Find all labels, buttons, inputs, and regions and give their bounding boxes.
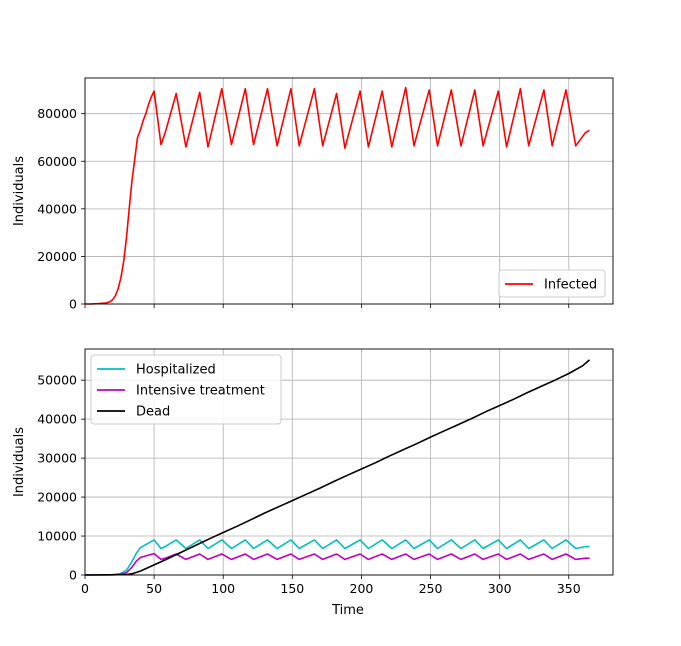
y-axis-label: Individuals — [12, 427, 27, 497]
chart-panel-2: 0 10000 20000 30000 40000 50000 0 50 100 150 200 25… — [12, 348, 614, 618]
x-tick-label: 200 — [350, 581, 374, 596]
x-tick-label: 300 — [488, 581, 512, 596]
x-tick-label: 50 — [146, 581, 162, 596]
legend: Infected — [498, 269, 606, 298]
x-tick-label: 0 — [81, 581, 89, 596]
y-tick-label: 20000 — [37, 490, 77, 505]
x-tick-label: 150 — [280, 581, 304, 596]
y-tick-label: 80000 — [37, 106, 77, 121]
y-tick-label: 50000 — [37, 373, 77, 388]
y-tick-label: 40000 — [37, 412, 77, 427]
legend-box — [498, 269, 606, 298]
y-tick-label: 20000 — [37, 249, 77, 264]
legend-label: Infected — [544, 278, 597, 293]
series-line-dead — [84, 359, 591, 576]
series-line-hospitalized — [84, 539, 590, 576]
x-axis-label: Time — [331, 603, 364, 618]
y-axis-label: Individuals — [12, 156, 27, 226]
axes-frame — [84, 348, 614, 576]
y-tick-label: 40000 — [37, 201, 77, 216]
series-line-intensive-treatment — [84, 552, 590, 576]
legend-label: Hospitalized — [136, 363, 216, 378]
y-tick-label: 10000 — [37, 529, 77, 544]
axes-frame — [84, 77, 614, 305]
x-tick-label: 350 — [557, 581, 581, 596]
y-tick-label: 60000 — [37, 154, 77, 169]
legend: Hospitalized Intensive treatment Dead — [90, 354, 282, 425]
y-tick-label: 0 — [69, 568, 77, 583]
series-line-infected — [84, 86, 590, 305]
y-tick-label: 30000 — [37, 451, 77, 466]
legend-label: Intensive treatment — [136, 384, 265, 399]
chart-panel-1: 0 20000 40000 60000 80000 Individuals Infected — [12, 77, 614, 312]
y-tick-label: 0 — [69, 297, 77, 312]
legend-box — [90, 354, 282, 425]
x-tick-label: 250 — [419, 581, 443, 596]
legend-label: Dead — [136, 405, 170, 420]
x-tick-label: 100 — [211, 581, 235, 596]
